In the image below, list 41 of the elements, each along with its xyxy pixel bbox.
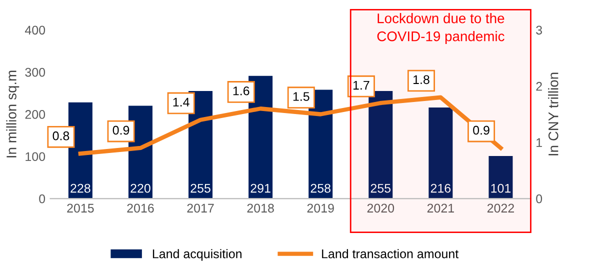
x-tick-label: 2019	[307, 204, 334, 213]
y-tick-label: 200	[25, 110, 46, 119]
data-label: 1.8	[413, 75, 430, 84]
legend-label: Land acquisition	[152, 249, 242, 261]
x-tick-label: 2022	[487, 204, 514, 213]
y2-tick-label: 1	[536, 138, 542, 147]
data-label: 255	[370, 184, 391, 193]
y-tick-label: 0	[39, 194, 46, 204]
y-tick-label: 300	[25, 68, 46, 77]
y-axis-title: In million sq.m	[6, 70, 20, 158]
bar	[428, 107, 453, 199]
y2-tick-label: 0	[536, 194, 542, 204]
x-tick-label: 2016	[127, 204, 154, 213]
x-tick-label: 2020	[367, 204, 394, 213]
x-tick-label: 2017	[187, 204, 214, 213]
y-tick-label: 400	[24, 26, 46, 35]
data-label: 255	[190, 184, 210, 193]
data-label: 258	[310, 184, 330, 193]
data-label: 291	[250, 184, 270, 193]
y-tick-label: 100	[26, 152, 46, 162]
data-label: 1.6	[233, 86, 250, 96]
y2-tick-label: 2	[536, 82, 542, 91]
data-label: 228	[70, 184, 90, 193]
bar	[368, 91, 393, 199]
data-label: 0.8	[52, 131, 70, 140]
data-label: 220	[130, 184, 150, 193]
y2-axis-title: In CNY trillion	[548, 72, 558, 156]
data-label: 216	[430, 184, 451, 193]
data-label: 0.9	[112, 126, 130, 135]
band-label: Lockdown due to the COVID-19 pandemic	[377, 13, 504, 44]
data-label: 101	[491, 184, 511, 193]
y2-tick-label: 3	[536, 26, 542, 35]
bar	[488, 156, 513, 199]
data-label: 1.5	[293, 92, 310, 101]
x-tick-label: 2015	[67, 204, 94, 213]
x-tick-label: 2021	[427, 204, 454, 213]
x-tick-label: 2018	[247, 204, 274, 213]
data-label: 1.4	[173, 98, 190, 106]
data-label: 1.7	[353, 80, 370, 90]
legend-label: Land transaction amount	[322, 249, 459, 258]
data-label: 0.9	[473, 126, 490, 135]
